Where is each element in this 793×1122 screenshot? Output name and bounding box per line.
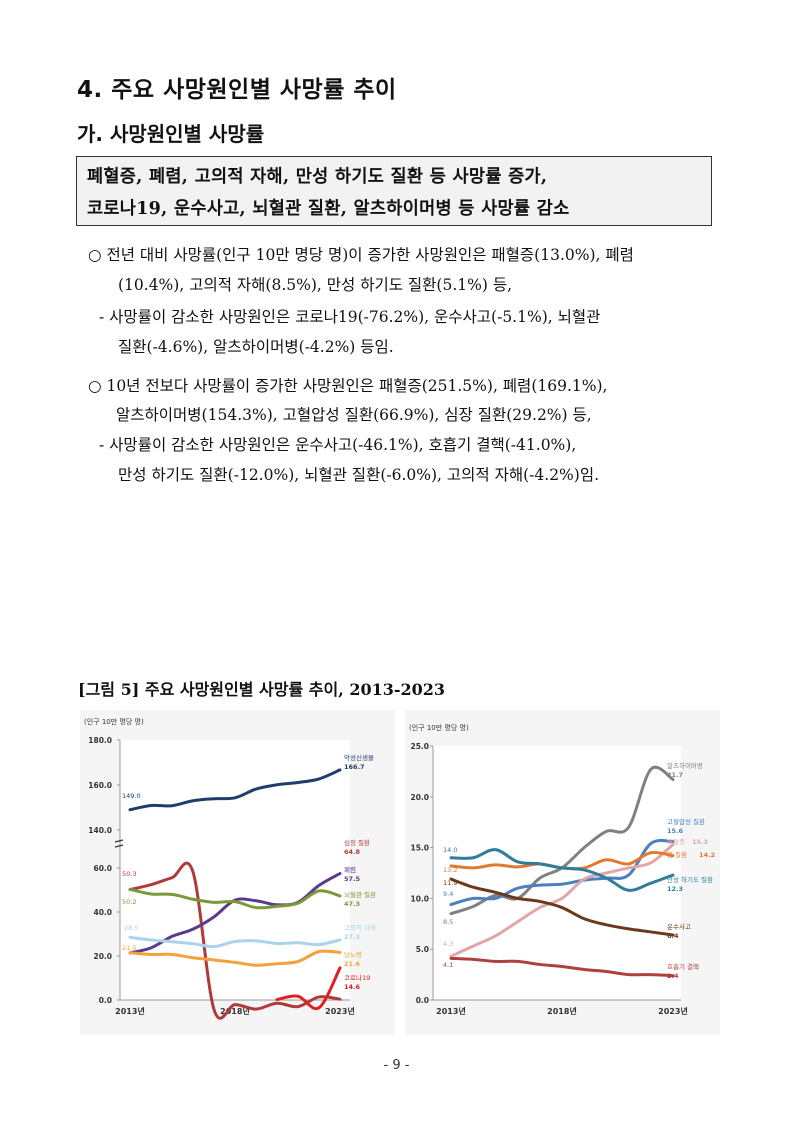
series-start-value: 4.1 — [443, 961, 453, 969]
series-start-value: 28.5 — [124, 924, 138, 932]
y-tick-label: 10.0 — [410, 894, 429, 903]
y-tick-label: 25.0 — [410, 742, 429, 751]
series-line — [449, 956, 675, 978]
axis-break-mark — [114, 844, 124, 848]
y-tick-label: 160.0 — [88, 781, 112, 790]
figure-title: [그림 5] 주요 사망원인별 사망률 추이, 2013-2023 — [78, 680, 446, 699]
series-start-value: 14.0 — [443, 846, 457, 854]
series-name-label: 운수사고 — [667, 922, 691, 931]
series-line — [128, 861, 342, 1020]
section-heading: 4. 주요 사망원인별 사망률 추이 — [77, 77, 397, 103]
series-start-value: 50.2 — [122, 898, 136, 906]
summary-line-2: 코로나19, 운수사고, 뇌혈관 질환, 알츠하이머병 등 사망률 감소 — [87, 199, 570, 219]
x-tick-label: 2013년 — [436, 1006, 466, 1016]
paragraph-line: - 사망률이 감소한 사망원인은 운수사고(-46.1%), 호흡기 결핵(-4… — [99, 436, 577, 454]
series-name-label: 당뇨병 — [344, 950, 362, 959]
series-line — [128, 949, 342, 967]
y-tick-label: 5.0 — [416, 945, 429, 954]
series-name-label: 코로나19 — [344, 973, 370, 982]
series-name-label: 간 질환 — [667, 850, 687, 859]
series-end-value: 12.3 — [667, 885, 683, 893]
series-line — [449, 843, 675, 958]
series-name-label: 호흡기 결핵 — [667, 962, 699, 971]
plot-area — [433, 746, 681, 1000]
series-start-value: 11.9 — [443, 879, 457, 887]
summary-line-1: 폐혈증, 폐렴, 고의적 자해, 만성 하기도 질환 등 사망률 증가, — [87, 167, 548, 187]
y-tick-label: 0.0 — [99, 996, 112, 1005]
series-start-value: 149.0 — [122, 792, 141, 800]
series-end-value: 14.6 — [344, 983, 361, 991]
y-tick-label: 40.0 — [93, 908, 112, 917]
page-number: - 9 - — [383, 1058, 410, 1073]
plot-area — [120, 740, 350, 1000]
paragraph-line: ○ 전년 대비 사망률(인구 10만 명당 명)이 증가한 사망원인은 패혈증(… — [88, 246, 634, 264]
series-name-label: 악성신생물 — [344, 753, 374, 762]
y-tick-label: 60.0 — [93, 864, 112, 873]
series-line — [449, 877, 675, 937]
paragraph-line: 질환(-4.6%), 알츠하이머병(-4.2%) 등임. — [118, 338, 394, 356]
series-start-value: 9.4 — [443, 890, 453, 898]
series-name-label: 알츠하이머병 — [667, 761, 703, 770]
series-name-label: 패혈증 — [667, 837, 685, 846]
y-tick-label: 140.0 — [88, 826, 112, 835]
series-line — [128, 887, 342, 910]
axis-break-mark — [114, 839, 124, 843]
series-name-label: 폐렴 — [344, 865, 356, 874]
x-tick-label: 2023년 — [658, 1006, 688, 1016]
series-name-label: 고혈압성 질환 — [667, 817, 705, 826]
y-tick-label: 180.0 — [88, 736, 112, 745]
series-start-value: 13.2 — [443, 866, 457, 874]
y-tick-label: 20.0 — [93, 952, 112, 961]
x-tick-label: 2018년 — [220, 1006, 250, 1016]
series-start-value: 8.5 — [443, 918, 453, 926]
series-line — [275, 966, 342, 1011]
x-tick-label: 2018년 — [547, 1006, 577, 1016]
series-end-value: 64.8 — [344, 848, 361, 856]
paragraph-line: 알츠하이머병(154.3%), 고혈압성 질환(66.9%), 심장 질환(29… — [116, 406, 592, 424]
paragraph-line: ○ 10년 전보다 사망률이 증가한 사망원인은 패혈증(251.5%), 폐렴… — [88, 377, 608, 395]
series-start-value: 50.3 — [122, 870, 136, 878]
paragraph-line: (10.4%), 고의적 자해(8.5%), 만성 하기도 질환(5.1%) 등… — [118, 276, 513, 294]
series-start-value: 4.3 — [443, 940, 453, 948]
series-end-value: 2.4 — [667, 972, 679, 980]
series-end-value: 166.7 — [344, 763, 365, 771]
series-line — [128, 935, 342, 949]
series-name-label: 심장 질환 — [344, 838, 370, 847]
series-end-value: 57.5 — [344, 875, 361, 883]
series-name-label: 고의적 자해 — [344, 923, 376, 932]
series-end-value: 27.3 — [344, 933, 360, 941]
paragraph-line: - 사망률이 감소한 사망원인은 코로나19(-76.2%), 운수사고(-5.… — [99, 308, 601, 326]
series-name-label: 뇌혈관 질환 — [344, 890, 376, 899]
y-tick-label: 15.0 — [410, 844, 429, 853]
y-tick-label: 0.0 — [416, 996, 429, 1005]
summary-box: 폐혈증, 폐렴, 고의적 자해, 만성 하기도 질환 등 사망률 증가, 코로나… — [76, 156, 712, 226]
series-start-value: 21.5 — [122, 944, 136, 952]
x-tick-label: 2013년 — [115, 1006, 145, 1016]
y-unit-label: (인구 10만 명당 명) — [409, 723, 469, 732]
series-line — [449, 848, 675, 892]
x-tick-label: 2023년 — [325, 1006, 355, 1016]
subsection-heading: 가. 사망원인별 사망률 — [77, 122, 265, 146]
series-end-value: 47.3 — [344, 900, 360, 908]
series-end-value: 15.3 — [692, 838, 708, 846]
series-end-value: 21.7 — [667, 771, 683, 779]
series-name-label: 만성 하기도 질환 — [667, 875, 713, 884]
y-tick-label: 20.0 — [410, 793, 429, 802]
series-end-value: 21.6 — [344, 960, 361, 968]
right-line-chart: (인구 10만 명당 명) 0.0 5.0 10.0 15.0 20.0 25.0 2013년… — [405, 710, 720, 1035]
y-unit-label: (인구 10만 명당 명) — [84, 717, 144, 726]
series-line — [128, 768, 342, 812]
series-end-value: 15.6 — [667, 827, 684, 835]
paragraph-line: 만성 하기도 질환(-12.0%), 뇌혈관 질환(-6.0%), 고의적 자해… — [118, 466, 600, 484]
series-end-value: 14.2 — [699, 851, 715, 859]
left-line-chart: (인구 10만 명당 명) 0.0 20.0 40.0 60.0 140.0 160.0 18… — [80, 710, 395, 1035]
series-end-value: 6.4 — [667, 932, 679, 940]
